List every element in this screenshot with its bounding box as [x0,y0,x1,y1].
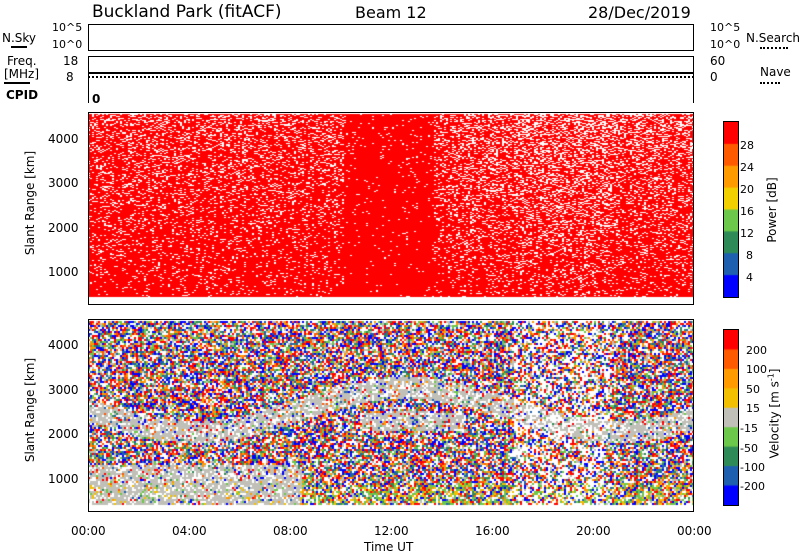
mhz-label: [MHz] [4,67,40,81]
power-cb-tick-8: 8 [746,249,753,262]
station-title: Buckland Park (fitACF) [92,2,282,22]
xtick-3: 12:00 [374,524,409,538]
xtick-0: 00:00 [71,524,106,538]
velocity-cb-tick-15: 15 [746,402,760,415]
freq-underline [4,82,30,84]
velocity-cb-label-text: Velocity [m s-1] [766,368,782,459]
velocity-ytick-4000: 4000 [48,338,79,352]
velocity-cb-label: Velocity [m s-1] [767,364,782,464]
power-ylabel: Slant Range [km] [23,150,37,256]
velocity-ytick-3000: 3000 [48,383,79,397]
xtick-4: 16:00 [475,524,510,538]
date-label: 28/Dec/2019 [588,3,691,22]
nsky-tick-top: 10^5 [52,21,83,34]
velocity-cb-tick-m50: -50 [740,442,758,455]
freq-solid-line [88,72,694,74]
nsearch-tick-bottom: 10^0 [710,38,741,51]
velocity-ylabel: Slant Range [km] [23,357,37,463]
velocity-ytick-1000: 1000 [48,472,79,486]
velocity-cb-tick-100: 100 [746,363,767,376]
power-cb-tick-20: 20 [740,183,754,196]
nsky-underline [11,46,27,48]
nave-tick-bottom: 0 [710,70,718,84]
velocity-ytick-2000: 2000 [48,427,79,441]
beam-label: Beam 12 [355,3,427,22]
cpid-value: 0 [92,92,101,106]
nsky-label: N.Sky [2,31,37,45]
freq-label: Freq. [7,54,37,68]
nsearch-dotted-legend [760,47,788,49]
nsearch-label: N.Search [746,31,800,45]
xtick-6: 00:00 [677,524,712,538]
power-cb-tick-28: 28 [740,139,754,152]
nsearch-tick-top: 10^5 [710,21,741,34]
freq-panel [88,56,694,103]
velocity-panel-frame [88,319,694,512]
power-colorbar [723,121,739,298]
velocity-cb-tick-m100: -100 [740,461,765,474]
velocity-colorbar [723,329,739,506]
power-cb-tick-4: 4 [746,271,753,284]
power-panel-frame [88,112,694,305]
nsky-panel [88,24,694,51]
velocity-cb-tick-50: 50 [746,383,760,396]
power-cb-tick-12: 12 [740,227,754,240]
power-ytick-2000: 2000 [48,221,79,235]
velocity-heatmap [88,319,694,512]
xtick-1: 04:00 [172,524,207,538]
power-cb-label: Power [dB] [765,177,779,243]
nave-label: Nave [760,65,791,79]
nave-dotted-line [88,76,694,78]
xtick-5: 20:00 [576,524,611,538]
velocity-cb-tick-200: 200 [746,344,767,357]
power-cb-tick-24: 24 [740,161,754,174]
power-ytick-1000: 1000 [48,265,79,279]
freq-tick-bottom: 8 [66,70,74,84]
xaxis-label: Time UT [364,540,414,554]
power-heatmap [88,112,694,305]
cpid-label: CPID [6,88,39,102]
velocity-cb-tick-m200: -200 [740,480,765,493]
freq-tick-top: 18 [63,54,79,68]
nsky-tick-bottom: 10^0 [52,38,83,51]
nave-dotted-legend [760,82,780,84]
velocity-cb-tick-m15: -15 [740,422,758,435]
power-ytick-4000: 4000 [48,132,79,146]
power-ytick-3000: 3000 [48,176,79,190]
xtick-2: 08:00 [273,524,308,538]
power-cb-tick-16: 16 [740,205,754,218]
nave-tick-top: 60 [710,54,726,68]
